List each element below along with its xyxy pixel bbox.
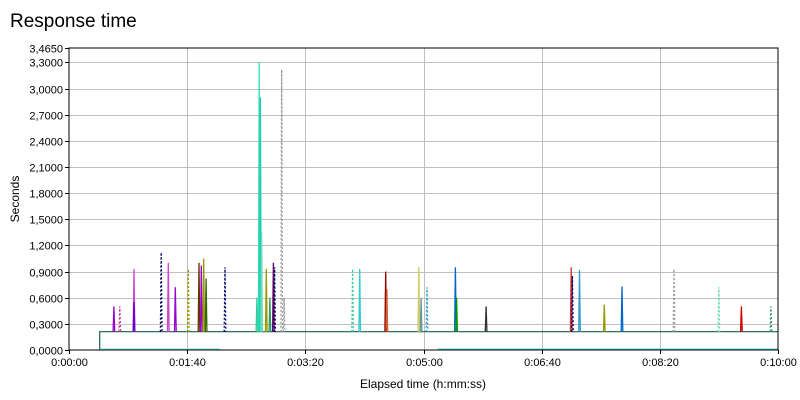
response-spike-line [260,232,264,332]
response-spike-line [484,306,488,332]
response-spike-line [570,275,574,332]
y-tick-label: 3,3000 [29,58,63,70]
response-spike-line [455,297,459,332]
response-spike-line [769,306,773,332]
y-tick-label: 2,7000 [29,111,63,123]
response-spike-line [717,287,721,332]
x-tick-label: 0:05:00 [406,357,443,369]
response-spike-line [204,278,208,332]
response-spike-line [282,297,286,332]
response-spike-line [271,262,275,332]
y-tick-label: 1,8000 [29,189,63,201]
response-spike-line [419,297,423,332]
y-tick-label: 0,3000 [29,320,63,332]
response-spike-line [255,297,259,332]
series-layer [99,62,778,350]
response-spike-line [199,265,203,332]
y-tick-label: 0,6000 [29,294,63,306]
baseline-series-line [99,331,778,350]
y-tick-label: 3,0000 [29,85,63,97]
response-spike-line [672,268,676,332]
response-spike-line [417,267,421,332]
response-spike-line [620,286,624,332]
response-spike-line [112,306,116,332]
x-axis-title: Elapsed time (h:mm:ss) [360,377,486,391]
response-spike-line [425,287,429,332]
response-spike-line [280,69,284,332]
response-spike-line [351,268,355,332]
response-spike-line [264,268,268,332]
response-spike-line [223,267,227,332]
response-spike-line [273,267,277,332]
response-spike-line [118,306,122,332]
y-tick-label: 1,2000 [29,241,63,253]
response-spike-line [578,269,581,332]
y-tick-label: 3,4650 [29,44,63,56]
response-spike-line [602,304,606,332]
plot-frame [68,47,779,351]
y-axis-title: Seconds [8,176,22,223]
x-tick-label: 0:00:00 [51,357,88,369]
response-spike-line [159,252,163,332]
y-tick-label: 0,9000 [29,268,63,280]
response-spike-line [739,306,743,332]
tick-layer: 0,0000 0,3000 0,6000 0,9000 1,2000 1,5000 1,80… [29,44,797,370]
response-spike-line [268,297,272,332]
chart-title: Response time [10,11,137,32]
response-spike-line [166,262,170,332]
y-tick-label: 0,0000 [29,346,63,358]
y-tick-label: 2,4000 [29,137,63,149]
response-spike-line [385,288,389,332]
response-spike-line [173,287,177,332]
x-tick-label: 0:08:20 [642,357,679,369]
y-tick-label: 1,5000 [29,215,63,227]
y-tick-label: 2,1000 [29,163,63,175]
x-tick-label: 0:10:00 [760,357,797,369]
response-spike-line [202,258,206,332]
x-tick-label: 0:01:40 [169,357,206,369]
response-spike-line [186,268,190,332]
x-tick-label: 0:03:20 [287,357,324,369]
response-spike-line [132,302,136,332]
x-tick-label: 0:06:40 [524,357,561,369]
response-spike-line [197,262,201,332]
response-spike-line [358,268,362,332]
